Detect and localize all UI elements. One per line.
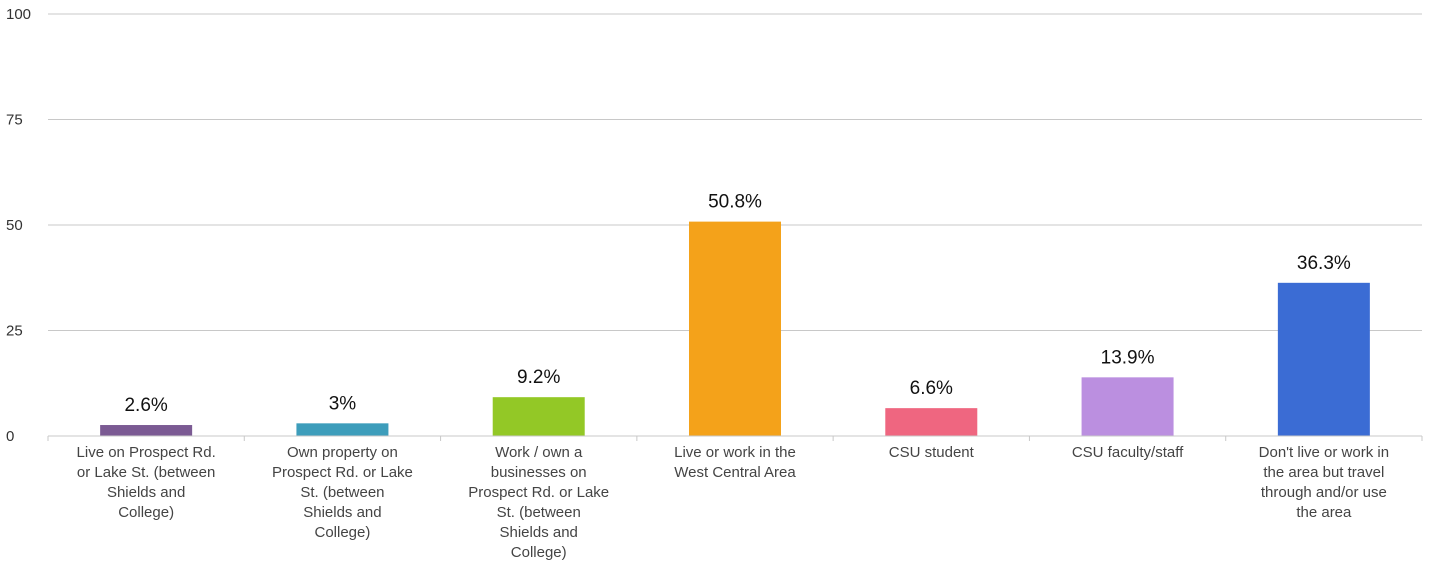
x-axis (48, 436, 1422, 441)
category-label-3: Live or work in the West Central Area (674, 444, 796, 481)
category-label-line: St. (between (300, 484, 384, 501)
category-label-line: Shields and (107, 484, 185, 501)
data-label-5: 13.9% (1101, 347, 1155, 368)
category-label-line: Live or work in the (674, 444, 796, 461)
category-label-line: Own property on (287, 444, 398, 461)
category-label-line: CSU faculty/staff (1072, 444, 1184, 461)
category-label-0: Live on Prospect Rd. or Lake St. (between… (77, 444, 216, 521)
category-label-line: St. (between (497, 504, 581, 521)
category-label-line: West Central Area (674, 464, 796, 481)
bars (100, 222, 1370, 436)
category-label-line: Shields and (303, 504, 381, 521)
category-label-5: CSU faculty/staff (1072, 444, 1184, 461)
category-label-line: through and/or use (1261, 484, 1387, 501)
category-label-line: the area (1296, 504, 1352, 521)
bar-1 (296, 423, 388, 436)
y-tick-label-3: 75 (6, 112, 23, 129)
y-tick-label-1: 25 (6, 323, 23, 340)
y-axis-tick-labels: 0 25 50 75 100 (6, 6, 31, 445)
data-label-4: 6.6% (910, 378, 953, 399)
bar-3 (689, 222, 781, 436)
y-tick-label-2: 50 (6, 217, 23, 234)
x-axis-category-labels: Live on Prospect Rd. or Lake St. (between… (77, 444, 1390, 561)
bar-4 (885, 408, 977, 436)
category-label-2: Work / own a businesses on Prospect Rd. or… (468, 444, 609, 561)
category-label-line: Work / own a (495, 444, 583, 461)
category-label-line: Don't live or work in (1259, 444, 1389, 461)
bar-5 (1082, 377, 1174, 436)
category-label-line: Prospect Rd. or Lake (468, 484, 609, 501)
category-label-line: the area but travel (1263, 464, 1384, 481)
data-label-2: 9.2% (517, 367, 560, 388)
category-label-line: CSU student (889, 444, 975, 461)
category-label-line: College) (118, 504, 174, 521)
category-label-line: businesses on (491, 464, 587, 481)
category-label-6: Don't live or work in the area but travel… (1259, 444, 1389, 521)
y-tick-label-0: 0 (6, 428, 14, 445)
category-label-line: Prospect Rd. or Lake (272, 464, 413, 481)
category-label-line: College) (511, 544, 567, 561)
category-label-line: or Lake St. (between (77, 464, 215, 481)
bar-6 (1278, 283, 1370, 436)
category-label-1: Own property on Prospect Rd. or Lake St. (… (272, 444, 413, 541)
category-label-line: Shields and (500, 524, 578, 541)
category-label-4: CSU student (889, 444, 975, 461)
data-label-0: 2.6% (124, 395, 167, 416)
y-tick-label-4: 100 (6, 6, 31, 23)
bar-0 (100, 425, 192, 436)
data-label-3: 50.8% (708, 192, 762, 213)
category-label-line: Live on Prospect Rd. (77, 444, 216, 461)
data-label-6: 36.3% (1297, 253, 1351, 274)
bar-2 (493, 397, 585, 436)
category-label-line: College) (314, 524, 370, 541)
data-label-1: 3% (329, 393, 357, 414)
